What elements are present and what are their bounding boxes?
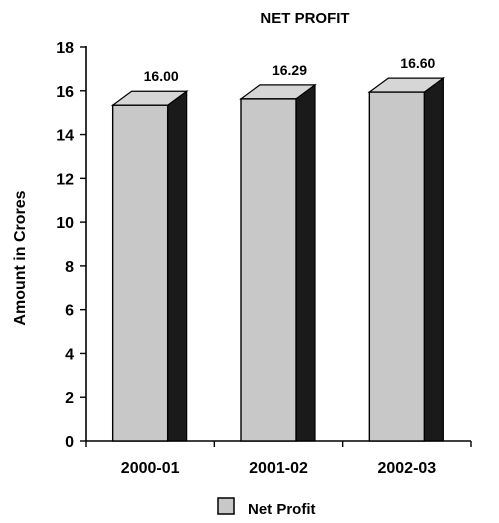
- bar: [110, 90, 189, 442]
- y-tick-label: 8: [65, 259, 74, 276]
- y-tick-label: 4: [65, 346, 74, 363]
- legend-swatch-net-profit: [217, 497, 235, 515]
- bar-side-face: [295, 83, 316, 442]
- y-tick-label: 18: [56, 40, 74, 57]
- y-axis-label: Amount in Crores: [12, 190, 29, 325]
- value-labels: 16.00 16.29 16.60: [144, 55, 436, 84]
- y-tick-label: 6: [65, 303, 74, 320]
- bar-side-face: [423, 76, 444, 442]
- y-tick-label: 12: [56, 171, 74, 188]
- x-axis: 2000-01 2001-02 2002-03: [85, 440, 472, 477]
- bar: [367, 76, 446, 442]
- y-axis: 0 2 4 6 8 10 12 14 16 18: [56, 40, 87, 451]
- bar-front-face: [111, 104, 169, 442]
- y-tick-label: 16: [56, 84, 74, 101]
- bar-value-label: 16.29: [272, 62, 307, 78]
- bar-value-label: 16.00: [144, 68, 179, 84]
- bar: [239, 83, 317, 442]
- x-tick-label: 2001-02: [249, 460, 308, 477]
- y-tick-label: 10: [56, 215, 74, 232]
- chart-title: NET PROFIT: [260, 10, 349, 27]
- y-tick-label: 2: [65, 390, 74, 407]
- legend-label-net-profit: Net Profit: [248, 501, 316, 518]
- bar-side-face: [167, 90, 188, 442]
- legend: Net Profit: [217, 497, 316, 518]
- bar-front-face: [368, 91, 426, 442]
- bars: [110, 76, 446, 442]
- bar-value-label: 16.60: [400, 55, 435, 71]
- y-tick-label: 14: [56, 128, 74, 145]
- y-tick-label: 0: [65, 434, 74, 451]
- bar-front-face: [240, 98, 297, 442]
- x-tick-label: 2002-03: [377, 460, 436, 477]
- x-tick-label: 2000-01: [121, 460, 180, 477]
